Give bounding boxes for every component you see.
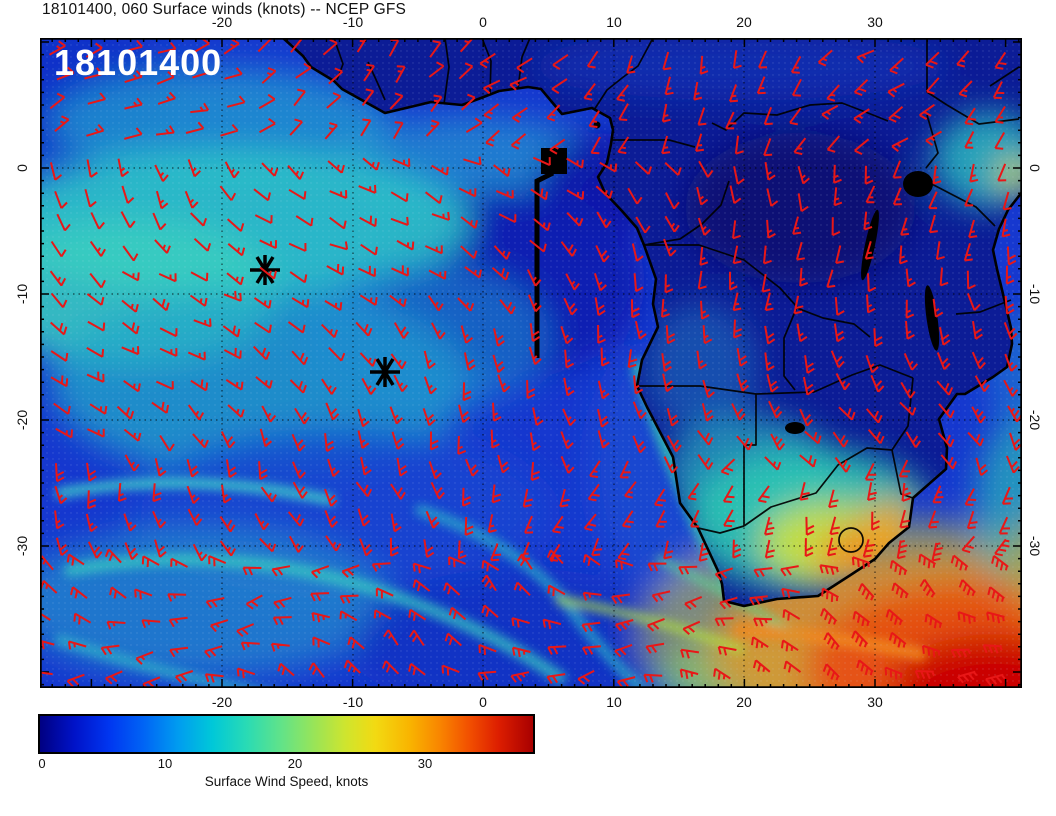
lakes — [593, 121, 940, 434]
x-tick-label: 20 — [736, 14, 752, 30]
asterisk-marker — [250, 255, 280, 285]
x-tick-label: -20 — [211, 694, 233, 710]
y-tick-label: -30 — [14, 535, 30, 557]
y-tick-label: -20 — [14, 409, 30, 431]
run-timestamp-stamp: 18101400 — [54, 42, 223, 83]
station-markers — [250, 148, 567, 387]
x-tick-label: 10 — [606, 694, 622, 710]
colorbar-gradient — [38, 714, 535, 754]
x-tick-label: -10 — [342, 694, 364, 710]
x-tick-label: -10 — [342, 14, 364, 30]
y-tick-label: 0 — [14, 164, 30, 172]
asterisk-marker — [370, 357, 400, 387]
map-canvas — [40, 38, 1022, 688]
x-tick-label: 0 — [479, 694, 487, 710]
x-tick-label: -20 — [211, 14, 233, 30]
x-tick-label: 20 — [736, 694, 752, 710]
stipple-overlay — [40, 38, 1022, 688]
colorbar-tick-label: 10 — [157, 756, 173, 771]
track-line — [534, 170, 555, 358]
x-tick-label: 30 — [867, 694, 883, 710]
y-tick-label: 0 — [1027, 164, 1043, 172]
wind-barbs-layer — [40, 38, 1022, 688]
figure-title: 18101400, 060 Surface winds (knots) -- N… — [42, 1, 407, 18]
colorbar-tick-label: 30 — [417, 756, 433, 771]
x-tick-label: 30 — [867, 14, 883, 30]
y-tick-label: -20 — [1027, 409, 1043, 431]
y-tick-label: -30 — [1027, 535, 1043, 557]
x-tick-label: 0 — [479, 14, 487, 30]
colorbar: 0 10 20 30 Surface Wind Speed, knots — [38, 714, 535, 789]
map-plot-area: 18101400 — [40, 38, 1022, 688]
y-tick-label: -10 — [1027, 283, 1043, 305]
colorbar-caption: Surface Wind Speed, knots — [204, 774, 369, 789]
x-tick-label: 10 — [606, 14, 622, 30]
colorbar-tick-label: 0 — [38, 756, 46, 771]
colorbar-ticks: 0 10 20 30 — [38, 756, 535, 773]
colorbar-tick-label: 20 — [287, 756, 303, 771]
y-tick-label: -10 — [14, 283, 30, 305]
axis-ticks — [40, 38, 1022, 688]
